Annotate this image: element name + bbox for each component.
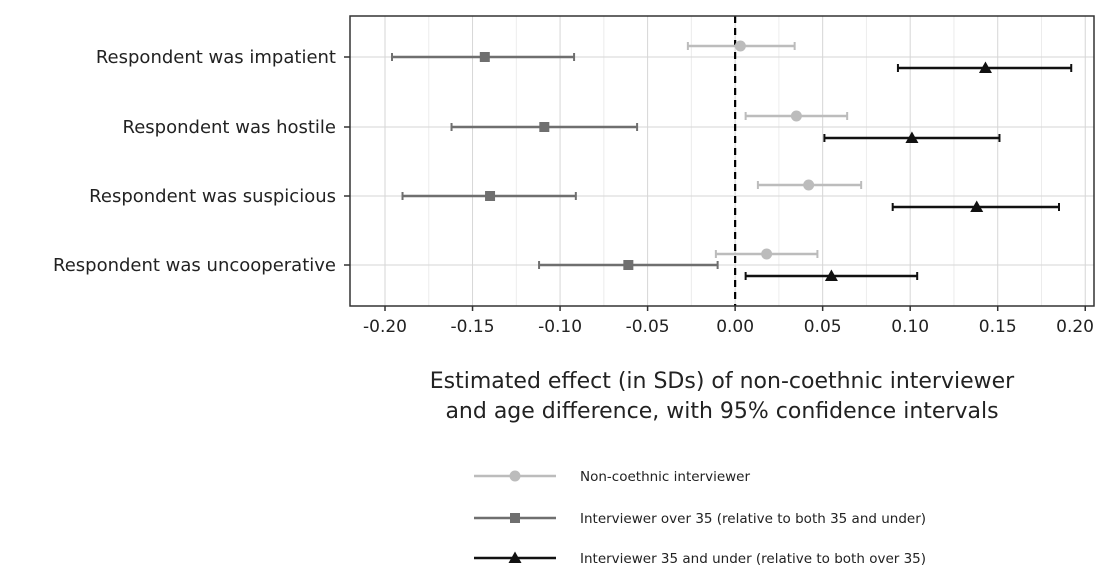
x-tick-label: -0.05 [626,317,670,337]
category-label: Respondent was suspicious [89,186,336,207]
legend-item: Interviewer over 35 (relative to both 35… [474,511,926,527]
x-tick-label: 0.15 [979,317,1017,337]
point-marker-square [623,260,634,270]
category-label: Respondent was hostile [123,117,336,138]
category-labels: Respondent was impatient Respondent was h… [53,47,350,276]
category-label: Respondent was uncooperative [53,255,336,276]
x-axis-ticks: -0.20 -0.15 -0.10 -0.05 0.00 0.05 0.10 0.15 0.20 [363,306,1094,337]
point-marker-triangle [824,269,838,281]
x-tick-label: 0.10 [891,317,929,337]
point-marker-square [510,513,520,523]
point-marker-circle [790,110,802,122]
x-tick-label: -0.10 [538,317,582,337]
series-circle [686,40,863,260]
point-marker-square [539,122,550,132]
point-marker-square [485,191,496,201]
series-triangle [744,61,1073,281]
legend-label: Interviewer 35 and under (relative to bo… [580,551,926,567]
series-layer [391,40,1073,281]
point-marker-circle [761,248,773,260]
category-label: Respondent was impatient [96,47,336,68]
legend-label: Interviewer over 35 (relative to both 35… [580,511,926,527]
legend: Non-coethnic interviewer Interviewer over… [474,469,926,567]
point-marker-triangle [905,131,919,143]
x-tick-label: 0.20 [1056,317,1094,337]
point-marker-circle [509,470,521,482]
legend-item: Non-coethnic interviewer [474,469,750,485]
plot-frame [349,15,1095,307]
x-tick-label: -0.20 [363,317,407,337]
point-marker-circle [734,40,746,52]
x-tick-label: 0.00 [716,317,754,337]
point-marker-square [479,52,490,62]
point-marker-circle [803,179,815,191]
x-tick-label: 0.05 [804,317,842,337]
x-tick-label: -0.15 [451,317,495,337]
x-axis-title-line-1: Estimated effect (in SDs) of non-coethni… [430,369,1015,394]
point-marker-triangle [970,200,984,212]
legend-label: Non-coethnic interviewer [580,469,750,485]
series-square [391,52,719,270]
grid-layer [350,16,1094,306]
legend-item: Interviewer 35 and under (relative to bo… [474,551,926,567]
point-marker-triangle [978,61,992,73]
point-marker-triangle [508,551,522,563]
x-axis-title-line-2: and age difference, with 95% confidence … [445,399,998,424]
